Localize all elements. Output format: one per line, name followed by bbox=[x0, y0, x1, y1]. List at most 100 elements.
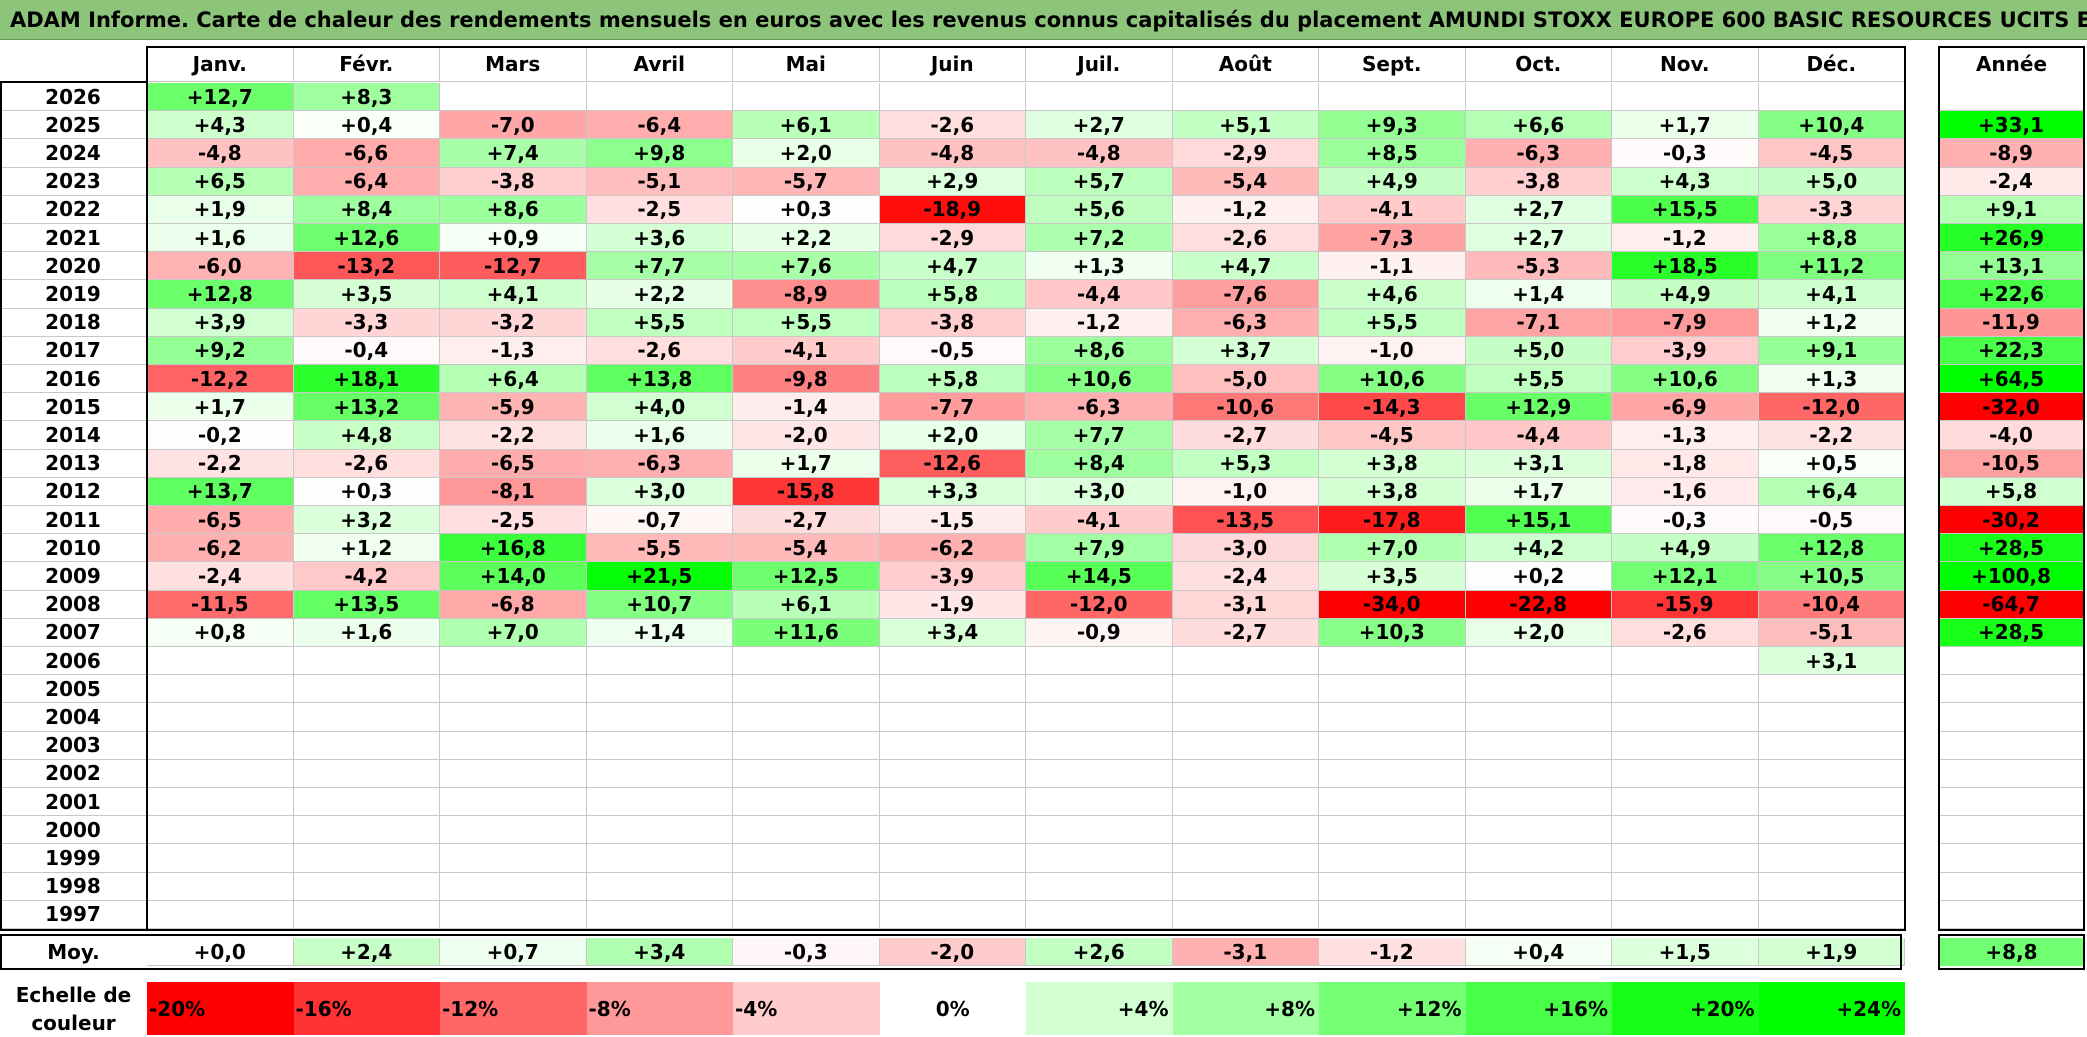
heatmap-cell bbox=[147, 816, 294, 845]
heatmap-cell: +16,8 bbox=[440, 534, 587, 563]
heatmap-cell: -3,0 bbox=[1172, 534, 1319, 563]
heatmap-cell bbox=[879, 647, 1026, 676]
row-label: 2014 bbox=[0, 421, 147, 450]
heatmap-cell bbox=[586, 83, 733, 112]
heatmap-cell: +4,9 bbox=[1612, 280, 1759, 309]
heatmap-cell bbox=[147, 731, 294, 760]
column-header: Déc. bbox=[1758, 46, 1905, 82]
heatmap-cell: +1,7 bbox=[733, 449, 880, 478]
year-total-cell: +13,1 bbox=[1939, 252, 2084, 281]
heatmap-cell: -0,9 bbox=[1026, 618, 1173, 647]
heatmap-cell bbox=[1612, 816, 1759, 845]
heatmap-cell bbox=[1026, 872, 1173, 901]
year-total-cell: +28,5 bbox=[1939, 618, 2084, 647]
heatmap-cell bbox=[1172, 788, 1319, 817]
heatmap-cell: -6,4 bbox=[586, 111, 733, 140]
heatmap-cell: -1,6 bbox=[1612, 477, 1759, 506]
row-label: 1997 bbox=[0, 900, 147, 929]
heatmap-cell: +5,0 bbox=[1465, 336, 1612, 365]
heatmap-cell: +7,4 bbox=[440, 139, 587, 168]
heatmap-cell: -6,3 bbox=[1172, 308, 1319, 337]
heatmap-cell: -2,6 bbox=[879, 111, 1026, 140]
heatmap-cell: -8,9 bbox=[733, 280, 880, 309]
heatmap-cell: -13,5 bbox=[1172, 506, 1319, 535]
heatmap-cell: -3,3 bbox=[293, 308, 440, 337]
heatmap-cell bbox=[1758, 759, 1905, 788]
heatmap-cell bbox=[586, 647, 733, 676]
heatmap-cell: +12,1 bbox=[1612, 562, 1759, 591]
heatmap-cell: +5,7 bbox=[1026, 167, 1173, 196]
heatmap-cell: +6,4 bbox=[440, 365, 587, 394]
average-cell: +2,4 bbox=[293, 938, 440, 966]
heatmap-cell: +4,2 bbox=[1465, 534, 1612, 563]
heatmap-cell: +1,6 bbox=[293, 618, 440, 647]
heatmap-cell: -3,8 bbox=[879, 308, 1026, 337]
color-scale-swatch: +8% bbox=[1172, 982, 1319, 1035]
color-scale-swatch: +4% bbox=[1026, 982, 1173, 1035]
heatmap-cell: +4,7 bbox=[1172, 252, 1319, 281]
heatmap-cell: -6,3 bbox=[586, 449, 733, 478]
column-header: Mars bbox=[440, 46, 587, 82]
heatmap-cell: -4,8 bbox=[879, 139, 1026, 168]
heatmap-cell bbox=[586, 872, 733, 901]
heatmap-cell bbox=[1026, 816, 1173, 845]
heatmap-cell bbox=[1758, 788, 1905, 817]
heatmap-cell bbox=[586, 759, 733, 788]
heatmap-cell bbox=[1319, 675, 1466, 704]
heatmap-cell: +12,7 bbox=[147, 83, 294, 112]
heatmap-cell: +10,5 bbox=[1758, 562, 1905, 591]
heatmap-cell: +4,7 bbox=[879, 252, 1026, 281]
heatmap-cell: +12,6 bbox=[293, 224, 440, 253]
heatmap-cell: -6,9 bbox=[1612, 393, 1759, 422]
row-label: 2025 bbox=[0, 111, 147, 140]
color-scale-swatch: +24% bbox=[1758, 982, 1905, 1035]
heatmap-cell bbox=[1172, 731, 1319, 760]
heatmap-cell: +0,9 bbox=[440, 224, 587, 253]
heatmap-cell: +11,6 bbox=[733, 618, 880, 647]
heatmap-cell: +5,5 bbox=[1319, 308, 1466, 337]
heatmap-cell: +5,5 bbox=[733, 308, 880, 337]
heatmap-cell: +2,2 bbox=[586, 280, 733, 309]
heatmap-cell: +6,4 bbox=[1758, 477, 1905, 506]
heatmap-cell bbox=[1612, 731, 1759, 760]
heatmap-cell bbox=[293, 759, 440, 788]
color-scale-swatch: +16% bbox=[1465, 982, 1612, 1035]
heatmap-cell: +10,3 bbox=[1319, 618, 1466, 647]
heatmap-cell bbox=[1172, 816, 1319, 845]
year-total-cell bbox=[1939, 759, 2084, 788]
heatmap-cell bbox=[1026, 900, 1173, 929]
heatmap-cell: +13,7 bbox=[147, 477, 294, 506]
heatmap-cell: -6,4 bbox=[293, 167, 440, 196]
row-label: 2010 bbox=[0, 534, 147, 563]
heatmap-cell: -22,8 bbox=[1465, 590, 1612, 619]
heatmap-cell: -0,7 bbox=[586, 506, 733, 535]
heatmap-cell: +0,4 bbox=[293, 111, 440, 140]
heatmap-cell bbox=[1465, 647, 1612, 676]
column-header: Août bbox=[1172, 46, 1319, 82]
heatmap-cell bbox=[1612, 647, 1759, 676]
heatmap-cell: +3,1 bbox=[1465, 449, 1612, 478]
year-total-cell bbox=[1939, 788, 2084, 817]
heatmap-cell: -1,5 bbox=[879, 506, 1026, 535]
heatmap-cell bbox=[1172, 675, 1319, 704]
heatmap-cell bbox=[733, 83, 880, 112]
heatmap-cell: -12,0 bbox=[1758, 393, 1905, 422]
row-label: 2024 bbox=[0, 139, 147, 168]
heatmap-cell: +12,5 bbox=[733, 562, 880, 591]
color-scale-swatch: -4% bbox=[733, 982, 880, 1035]
heatmap-cell: +2,9 bbox=[879, 167, 1026, 196]
heatmap-cell bbox=[879, 731, 1026, 760]
heatmap-cell: -2,2 bbox=[1758, 421, 1905, 450]
heatmap-cell: -6,5 bbox=[440, 449, 587, 478]
heatmap-cell bbox=[586, 788, 733, 817]
year-total-cell: +33,1 bbox=[1939, 111, 2084, 140]
heatmap-cell bbox=[1612, 675, 1759, 704]
heatmap-cell: -6,2 bbox=[879, 534, 1026, 563]
year-total-cell: +64,5 bbox=[1939, 365, 2084, 394]
heatmap-cell: -7,3 bbox=[1319, 224, 1466, 253]
row-label: 2002 bbox=[0, 759, 147, 788]
heatmap-cell: +10,6 bbox=[1026, 365, 1173, 394]
row-label: 2017 bbox=[0, 336, 147, 365]
heatmap-cell bbox=[1172, 703, 1319, 732]
